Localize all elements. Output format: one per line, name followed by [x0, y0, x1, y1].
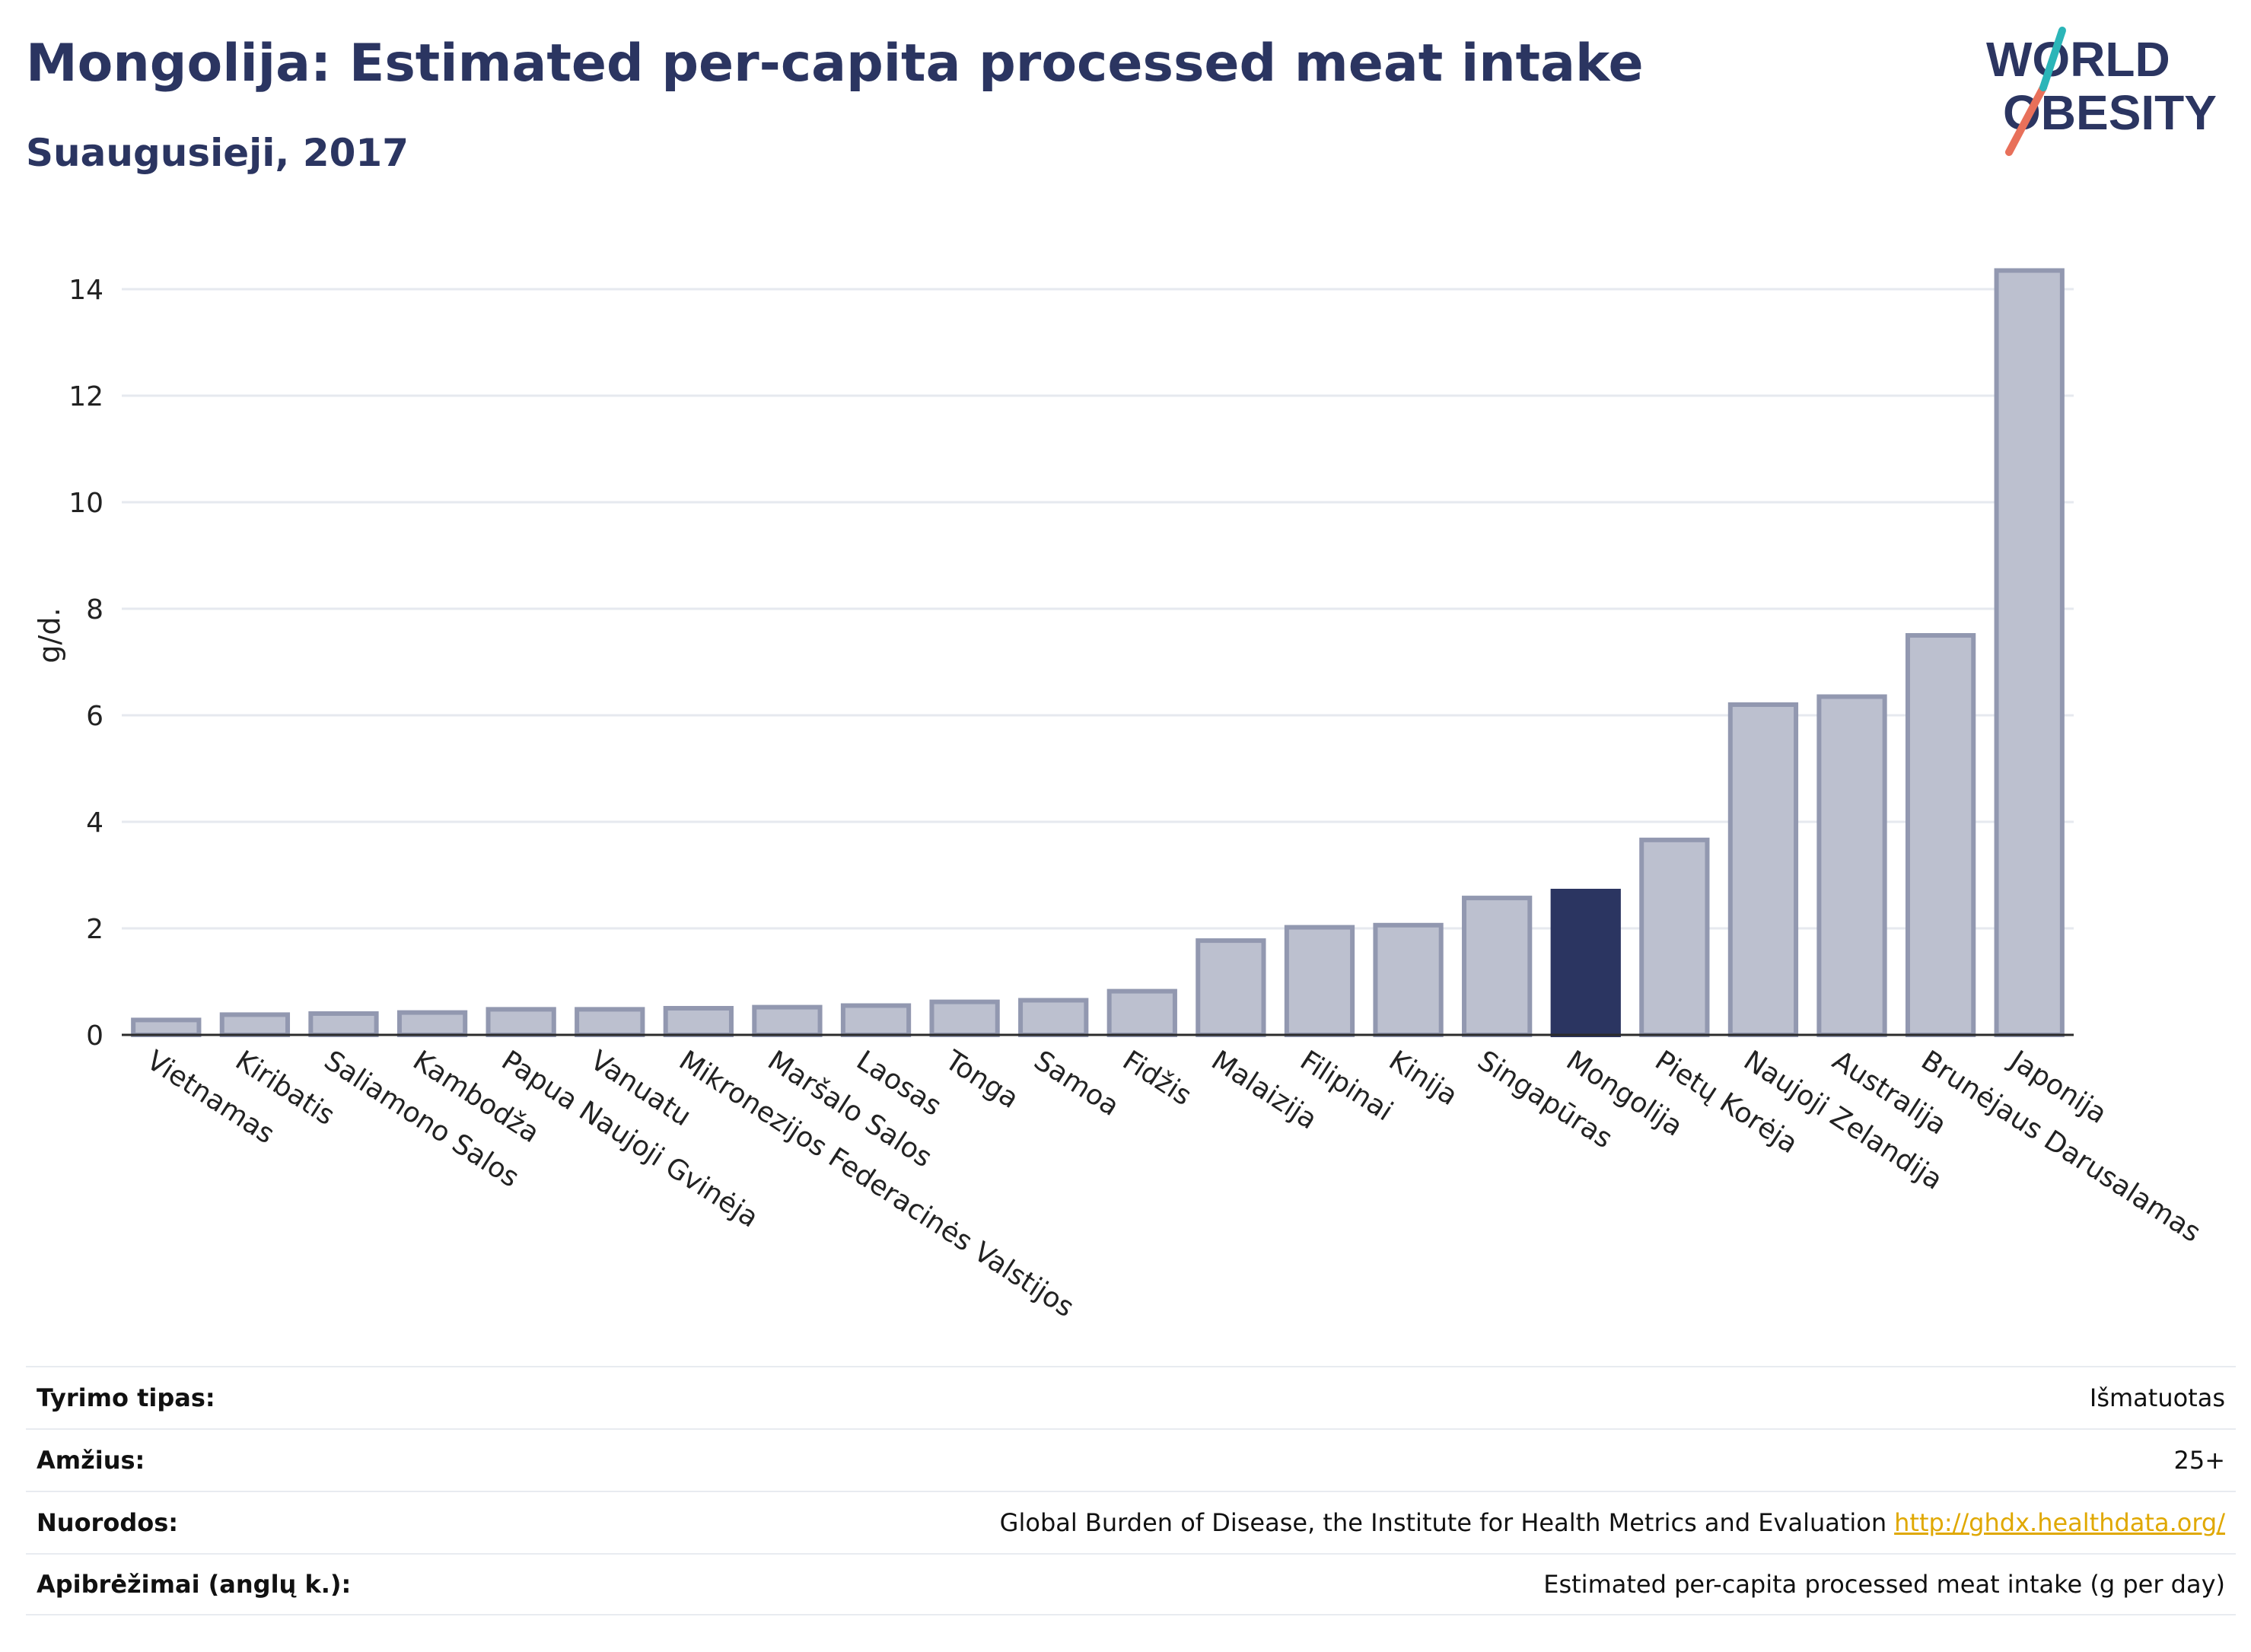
bar [486, 1007, 556, 1038]
y-tick-label: 2 [86, 914, 103, 945]
bar [1905, 633, 1976, 1037]
y-tick-label: 6 [86, 701, 103, 732]
bar [396, 1010, 468, 1037]
meta-value: 25+ [2173, 1446, 2225, 1475]
metadata-table: Tyrimo tipas: Išmatuotas Amžius: 25+ Nuo… [26, 1366, 2236, 1615]
meta-key: Nuorodos: [37, 1508, 179, 1537]
y-tick-label: 0 [86, 1020, 103, 1052]
logo-line2: OBESITY [2003, 85, 2217, 140]
y-tick-label: 14 [68, 275, 103, 306]
bar [1462, 896, 1533, 1037]
meta-value: Išmatuotas [2089, 1383, 2225, 1412]
x-tick-label: Fidžis [1117, 1045, 1197, 1112]
logo-line1: WORLD [1986, 32, 2170, 87]
meta-row-survey-type: Tyrimo tipas: Išmatuotas [26, 1366, 2236, 1428]
meta-value: Estimated per-capita processed meat inta… [1543, 1570, 2225, 1599]
bar [752, 1004, 823, 1037]
bar [1816, 694, 1887, 1037]
meta-row-definition: Apibrėžimai (anglų k.): Estimated per-ca… [26, 1553, 2236, 1615]
y-tick-label: 12 [68, 381, 103, 412]
bar [1639, 837, 1710, 1037]
bar [1994, 268, 2065, 1037]
bar [575, 1007, 645, 1038]
meta-row-age: Amžius: 25+ [26, 1428, 2236, 1491]
bar [1373, 922, 1444, 1037]
y-axis-label: g/d. [33, 607, 66, 663]
bar [1550, 889, 1621, 1037]
meta-key: Apibrėžimai (anglų k.): [37, 1570, 352, 1599]
y-tick-label: 4 [86, 807, 103, 839]
bar [663, 1006, 734, 1037]
x-tick-label: Samoa [1028, 1045, 1124, 1122]
world-obesity-logo: WORLD OBESITY [1986, 27, 2217, 156]
meta-row-references: Nuorodos: Global Burden of Disease, the … [26, 1491, 2236, 1553]
logo-slash-red [2005, 84, 2047, 156]
bar-chart: 02468101214g/d.VietnamasKiribatisSaliamo… [33, 268, 2206, 1323]
bar [1727, 702, 1799, 1037]
bar [1284, 925, 1355, 1037]
bar [1018, 998, 1089, 1037]
bar [1196, 938, 1266, 1037]
bar [840, 1003, 912, 1037]
bar [131, 1017, 202, 1038]
reference-link[interactable]: http://ghdx.healthdata.org/ [1894, 1508, 2225, 1537]
meta-value: Global Burden of Disease, the Institute … [999, 1508, 1887, 1537]
meta-value-wrap: Global Burden of Disease, the Institute … [1000, 1508, 2225, 1537]
bar [1106, 988, 1177, 1037]
x-tick-label: Tonga [939, 1045, 1024, 1115]
bar [219, 1012, 291, 1038]
bar [308, 1011, 379, 1037]
page-subtitle: Suaugusieji, 2017 [26, 131, 409, 175]
page-title: Mongolija: Estimated per-capita processe… [26, 33, 1644, 94]
y-tick-label: 10 [68, 488, 103, 519]
bar [929, 999, 1000, 1037]
y-tick-label: 8 [86, 594, 103, 625]
meta-key: Tyrimo tipas: [37, 1383, 215, 1412]
meta-key: Amžius: [37, 1446, 145, 1475]
logo-slash-teal [2039, 27, 2066, 91]
